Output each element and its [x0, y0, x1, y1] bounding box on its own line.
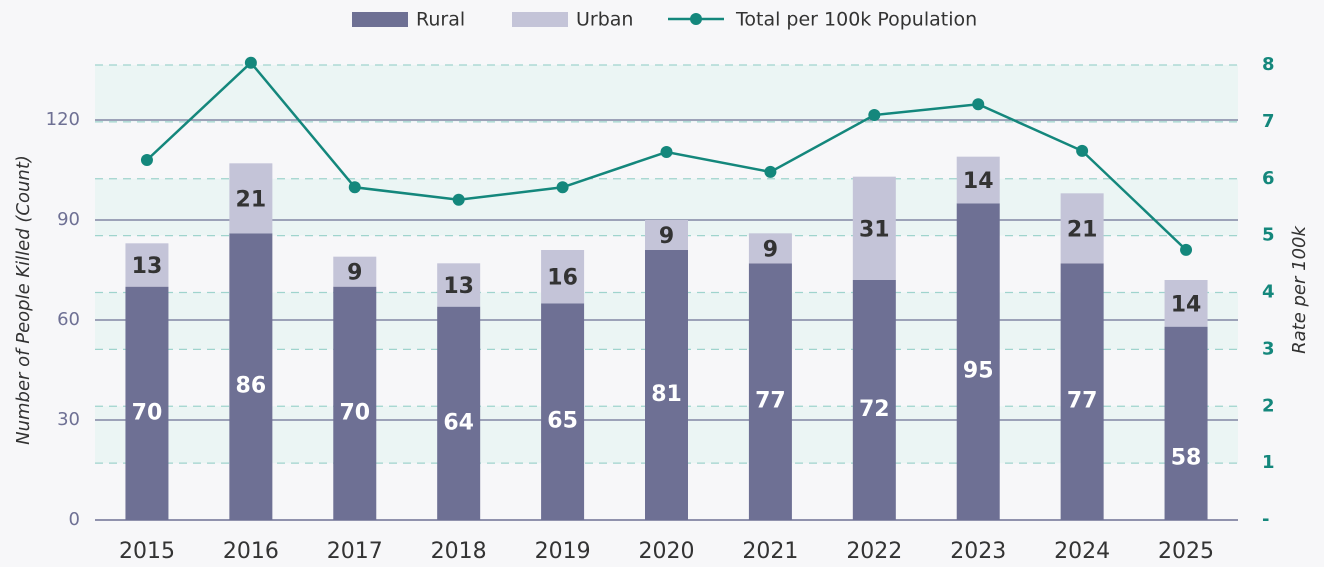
y-tick-label: 60 — [57, 309, 80, 330]
x-tick-label: 2024 — [1054, 539, 1110, 564]
bar-urban — [1164, 280, 1208, 327]
bar-rural — [1060, 263, 1104, 520]
bar-rural — [333, 286, 377, 520]
legend-swatch — [512, 12, 568, 27]
rate-point — [1076, 144, 1089, 157]
bar-urban — [125, 243, 169, 287]
rate-point — [660, 146, 673, 159]
rate-point — [1180, 243, 1193, 256]
bar-urban — [1060, 193, 1104, 264]
bar-rural — [1164, 326, 1208, 520]
x-tick-label: 2021 — [742, 539, 798, 564]
legend-label: Urban — [576, 9, 633, 31]
bar-urban — [541, 250, 585, 304]
bar-rural — [645, 250, 688, 520]
y2-tick-label: - — [1262, 509, 1269, 530]
data-label: 21 — [1067, 217, 1098, 242]
data-label: 9 — [763, 237, 778, 262]
data-label: 13 — [132, 254, 163, 279]
grid-band — [95, 65, 1238, 122]
data-label: 77 — [755, 389, 786, 414]
legend-label: Rural — [416, 9, 465, 31]
bar-rural — [956, 203, 1000, 521]
data-label: 72 — [859, 397, 890, 422]
bar-urban — [645, 220, 688, 250]
data-label: 16 — [547, 266, 578, 291]
y-tick-label: 120 — [46, 109, 80, 130]
x-tick-label: 2015 — [119, 539, 175, 564]
data-label: 64 — [443, 410, 474, 435]
bar-urban — [748, 233, 792, 264]
rate-point — [452, 193, 465, 206]
bar-rural — [541, 303, 585, 520]
data-label: 86 — [236, 374, 267, 399]
y2-axis-title: Rate per 100k — [1289, 225, 1310, 354]
data-label: 77 — [1067, 389, 1098, 414]
data-label: 13 — [443, 274, 474, 299]
bar-urban — [437, 263, 481, 307]
bar-rural — [437, 306, 481, 520]
bar-urban — [956, 156, 1000, 204]
x-tick-label: 2019 — [535, 539, 591, 564]
data-label: 14 — [1171, 292, 1202, 317]
bar-urban — [333, 256, 377, 287]
data-label: 31 — [859, 217, 890, 242]
y2-tick-label: 4 — [1262, 282, 1275, 303]
x-tick-label: 2016 — [223, 539, 279, 564]
rate-point — [764, 165, 777, 178]
y2-tick-label: 8 — [1262, 54, 1275, 75]
bar-urban — [852, 176, 896, 280]
data-label: 21 — [236, 187, 267, 212]
rate-point — [868, 109, 881, 122]
data-label: 70 — [132, 400, 163, 425]
data-label: 70 — [339, 400, 370, 425]
x-tick-label: 2020 — [639, 539, 695, 564]
y2-tick-label: 2 — [1262, 395, 1275, 416]
bar-rural — [748, 263, 792, 520]
y2-tick-label: 6 — [1262, 168, 1275, 189]
x-tick-label: 2023 — [950, 539, 1006, 564]
data-label: 9 — [659, 224, 674, 249]
y-tick-label: 90 — [57, 209, 80, 230]
bar-rural — [229, 233, 273, 521]
data-label: 9 — [347, 261, 362, 286]
bar-rural — [125, 286, 169, 520]
y2-tick-label: 3 — [1262, 338, 1275, 359]
y-tick-label: 30 — [57, 409, 80, 430]
bar-urban — [229, 163, 273, 234]
data-label: 81 — [651, 382, 682, 407]
y2-tick-label: 5 — [1262, 225, 1275, 246]
x-tick-label: 2017 — [327, 539, 383, 564]
rate-point — [244, 56, 257, 69]
legend-label: Total per 100k Population — [735, 9, 977, 31]
rate-point — [556, 181, 569, 194]
legend-swatch — [690, 13, 702, 25]
y2-tick-label: 1 — [1262, 452, 1275, 473]
data-label: 95 — [963, 359, 994, 384]
x-tick-label: 2022 — [846, 539, 902, 564]
data-label: 58 — [1171, 445, 1202, 470]
y-tick-label: 0 — [69, 509, 80, 530]
rate-point — [348, 181, 361, 194]
rate-point — [972, 98, 985, 111]
x-tick-label: 2018 — [431, 539, 487, 564]
data-label: 65 — [547, 409, 578, 434]
bar-rural — [852, 280, 896, 520]
legend-swatch — [352, 12, 408, 27]
y-axis-title: Number of People Killed (Count) — [13, 155, 34, 445]
rate-point — [140, 153, 153, 166]
data-label: 14 — [963, 169, 994, 194]
y2-tick-label: 7 — [1262, 111, 1275, 132]
x-tick-label: 2025 — [1158, 539, 1214, 564]
